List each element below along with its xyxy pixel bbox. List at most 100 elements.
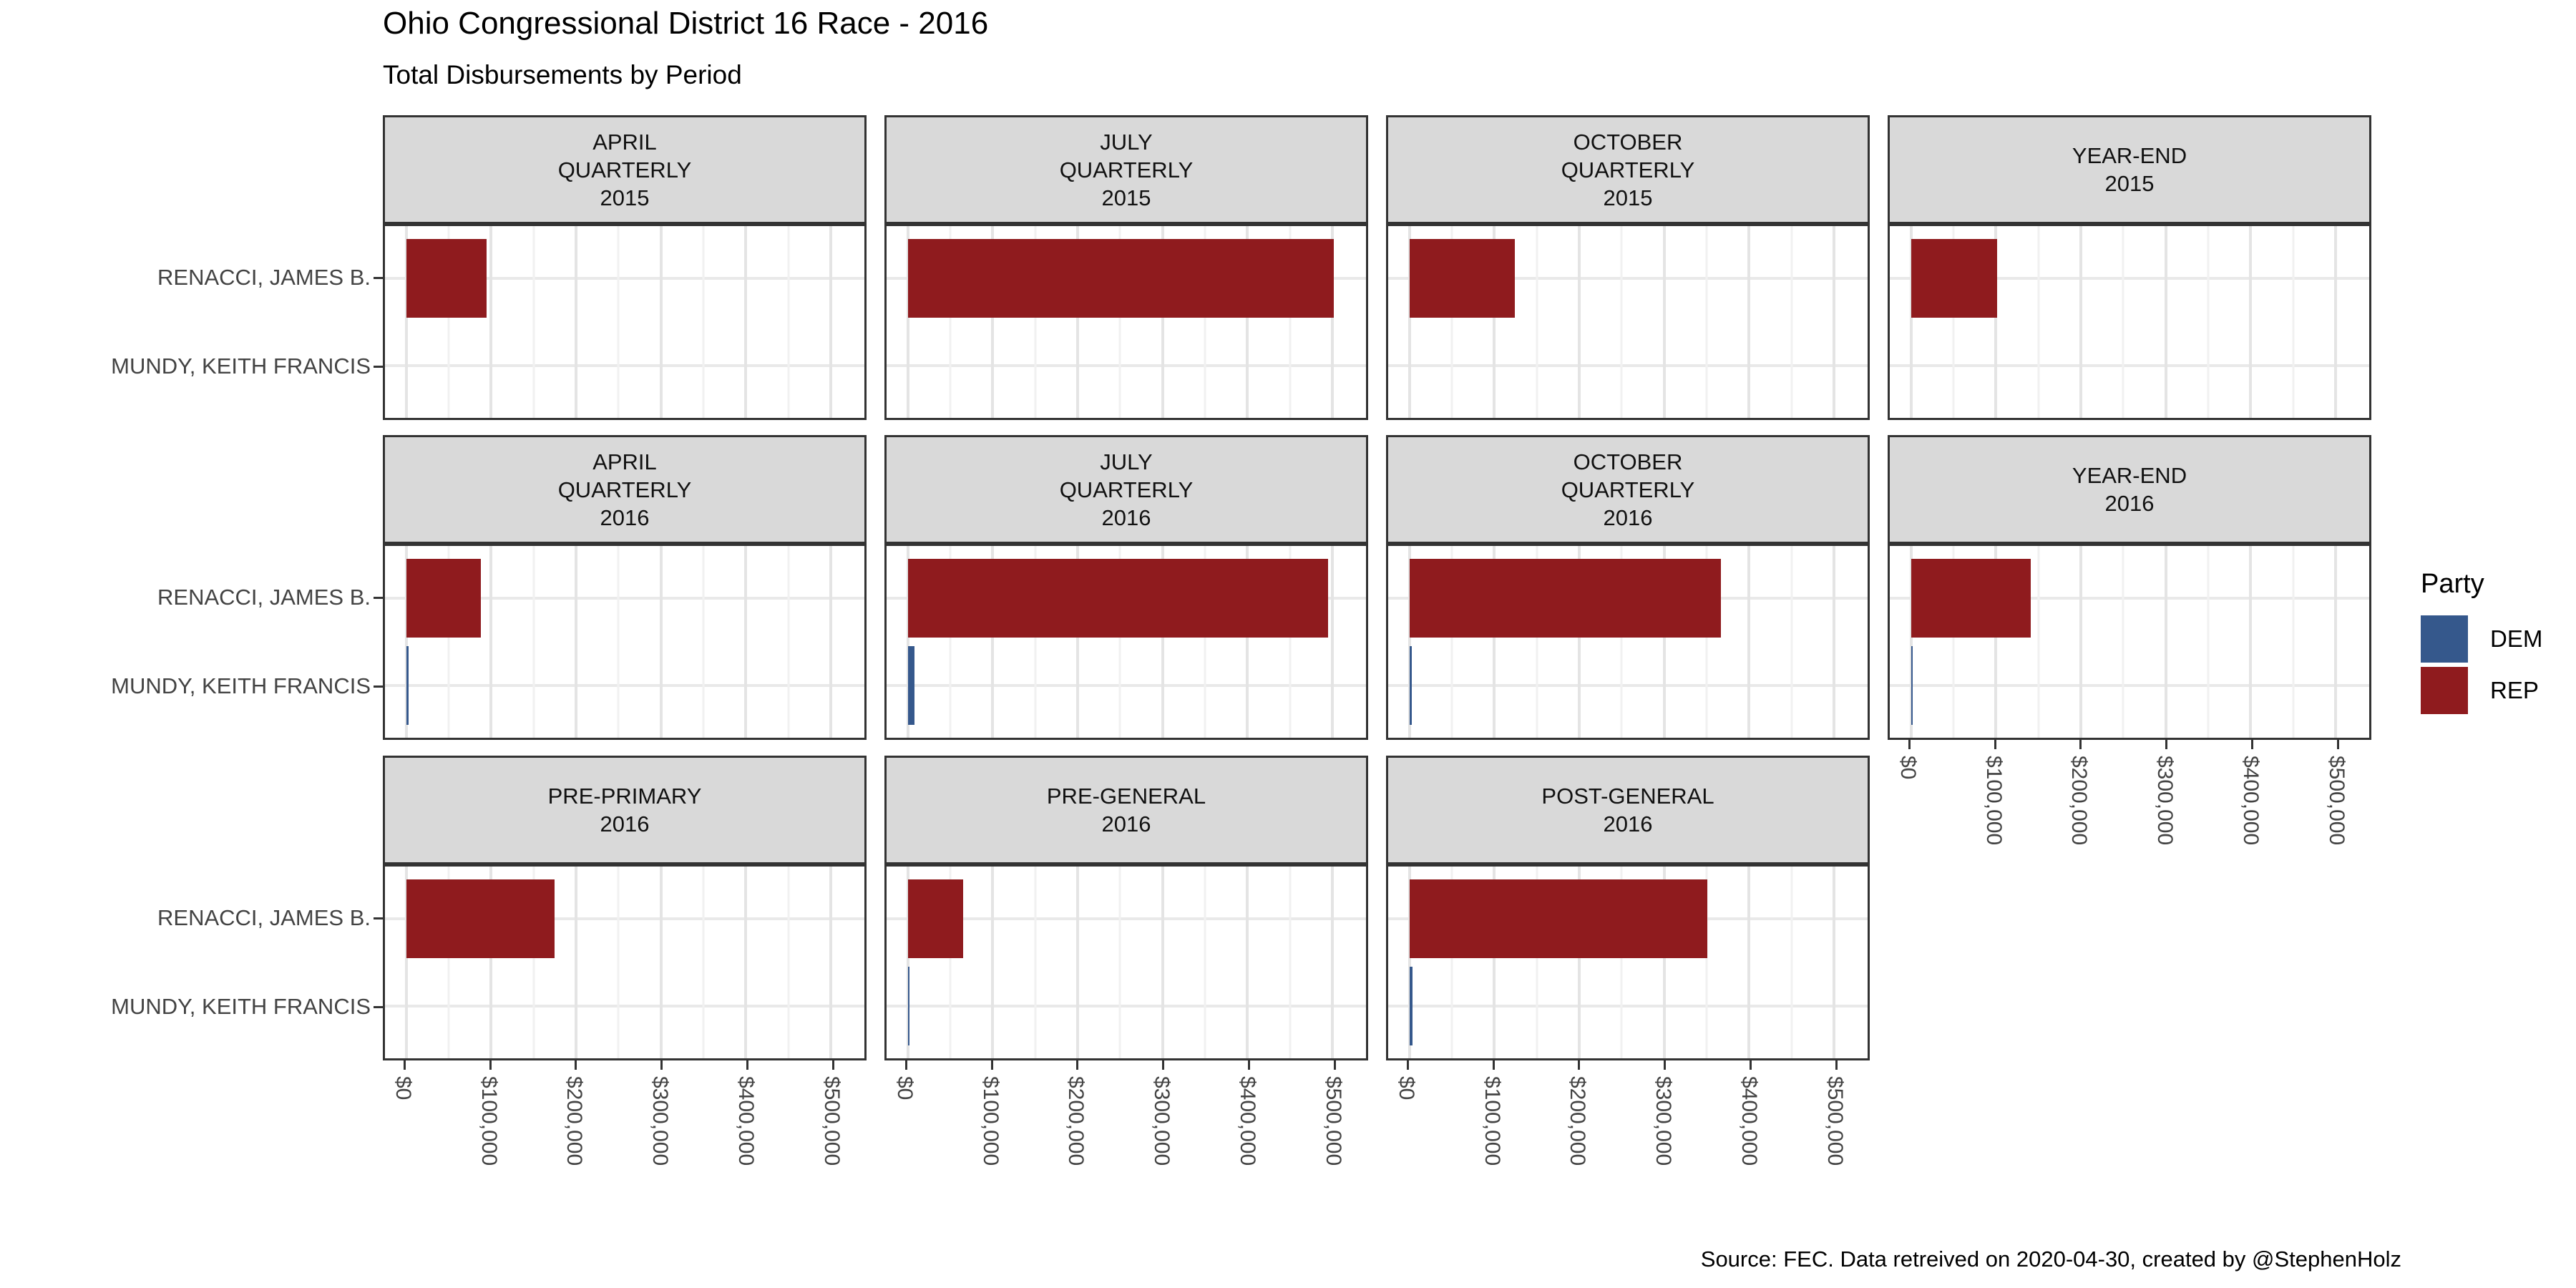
- facet-header-line: YEAR-END: [2072, 143, 2187, 168]
- gridline-vertical: [1246, 226, 1249, 418]
- gridline-vertical: [1536, 867, 1538, 1058]
- gridline-vertical: [1246, 546, 1249, 738]
- gridline-horizontal: [385, 364, 864, 367]
- x-axis-tick: [1835, 1060, 1838, 1070]
- gridline-vertical: [404, 867, 408, 1058]
- gridline-vertical: [659, 546, 663, 738]
- bar-rep: [907, 879, 963, 959]
- gridline-vertical: [744, 867, 748, 1058]
- gridline-horizontal: [385, 683, 864, 687]
- gridline-vertical: [1407, 546, 1411, 738]
- y-axis-tick: [374, 277, 383, 279]
- gridline-vertical: [991, 226, 995, 418]
- facet-panel: [884, 544, 1368, 740]
- facet-panel: [1386, 224, 1870, 420]
- gridline-vertical: [991, 867, 995, 1058]
- gridline-vertical: [1204, 226, 1206, 418]
- facet-header: YEAR-END 2016: [1888, 435, 2371, 544]
- gridline-vertical: [2207, 226, 2210, 418]
- facet-panel: [383, 544, 867, 740]
- x-axis-tick: [1994, 740, 1996, 749]
- gridline-vertical: [1407, 226, 1411, 418]
- x-axis-tick: [2336, 740, 2339, 749]
- candidate-label: RENACCI, JAMES B.: [157, 265, 371, 290]
- gridline-vertical: [1204, 546, 1206, 738]
- gridline-vertical: [1833, 546, 1836, 738]
- x-axis-tick: [1076, 1060, 1079, 1070]
- gridline-horizontal: [1388, 683, 1868, 687]
- gridline-vertical: [1407, 867, 1411, 1058]
- gridline-vertical: [2334, 226, 2338, 418]
- gridline-vertical: [1118, 226, 1121, 418]
- facet-header-line: 2016: [1603, 504, 1653, 530]
- x-axis-tick: [831, 1060, 834, 1070]
- gridline-horizontal: [887, 1004, 1366, 1008]
- gridline-vertical: [1331, 226, 1335, 418]
- x-axis-tick-label: $100,000: [477, 1076, 501, 1166]
- gridline-vertical: [404, 546, 408, 738]
- gridline-vertical: [659, 226, 663, 418]
- gridline-vertical: [1620, 226, 1623, 418]
- bar-dem: [907, 967, 910, 1046]
- bar-rep: [907, 239, 1335, 318]
- gridline-horizontal: [1890, 683, 2369, 687]
- gridline-horizontal: [1388, 364, 1868, 367]
- candidate-label: MUNDY, KEITH FRANCIS: [111, 673, 371, 698]
- gridline-vertical: [829, 867, 833, 1058]
- facet-header: PRE-PRIMARY 2016: [383, 756, 867, 864]
- x-axis-tick: [1333, 1060, 1336, 1070]
- x-axis-tick-label: $200,000: [2067, 756, 2092, 846]
- gridline-vertical: [447, 867, 450, 1058]
- x-axis-tick: [1247, 1060, 1250, 1070]
- gridline-vertical: [1161, 867, 1164, 1058]
- facet-header-line: 2016: [600, 811, 650, 836]
- gridline-vertical: [1952, 226, 1955, 418]
- facet-header-line: 2016: [1101, 504, 1151, 530]
- y-axis-tick: [374, 917, 383, 919]
- facet-panel: [383, 224, 867, 420]
- facet-header: APRIL QUARTERLY 2016: [383, 435, 867, 544]
- x-axis-tick-label: $0: [1394, 1076, 1418, 1101]
- y-axis-tick: [374, 597, 383, 599]
- gridline-vertical: [2292, 226, 2295, 418]
- gridline-vertical: [1747, 546, 1751, 738]
- facet-header-line: APRIL: [592, 129, 657, 155]
- gridline-horizontal: [385, 917, 864, 921]
- gridline-vertical: [617, 546, 620, 738]
- gridline-vertical: [2122, 546, 2124, 738]
- facet-panel: [1386, 544, 1870, 740]
- gridline-vertical: [2122, 226, 2124, 418]
- gridline-vertical: [1289, 226, 1292, 418]
- bar-rep: [1911, 559, 2031, 638]
- y-axis-tick: [374, 686, 383, 688]
- x-axis-tick: [575, 1060, 577, 1070]
- bar-rep: [907, 559, 1329, 638]
- x-axis-tick-label: $300,000: [1150, 1076, 1174, 1166]
- source-caption: Source: FEC. Data retreived on 2020-04-3…: [1700, 1246, 2401, 1272]
- gridline-vertical: [1536, 226, 1538, 418]
- gridline-vertical: [1747, 226, 1751, 418]
- gridline-vertical: [906, 226, 909, 418]
- gridline-vertical: [1620, 867, 1623, 1058]
- facet-header-line: 2015: [1603, 185, 1653, 210]
- bar-dem: [907, 646, 915, 726]
- gridline-vertical: [2079, 546, 2083, 738]
- gridline-vertical: [829, 546, 833, 738]
- candidate-label: RENACCI, JAMES B.: [157, 905, 371, 930]
- gridline-vertical: [1118, 546, 1121, 738]
- gridline-vertical: [1034, 226, 1037, 418]
- gridline-vertical: [1161, 546, 1164, 738]
- facet-header-line: JULY: [1100, 129, 1153, 155]
- gridline-vertical: [575, 867, 578, 1058]
- gridline-vertical: [1790, 546, 1793, 738]
- x-axis-tick-label: $300,000: [648, 1076, 673, 1166]
- bar-rep: [1409, 879, 1708, 959]
- bar-rep: [1409, 239, 1515, 318]
- gridline-vertical: [2249, 226, 2253, 418]
- x-axis-tick-label: $400,000: [733, 1076, 758, 1166]
- facet-header-line: QUARTERLY: [1059, 157, 1194, 182]
- gridline-vertical: [2164, 226, 2167, 418]
- facet-header-line: 2015: [2104, 171, 2155, 196]
- x-axis-tick: [1908, 740, 1911, 749]
- gridline-vertical: [659, 867, 663, 1058]
